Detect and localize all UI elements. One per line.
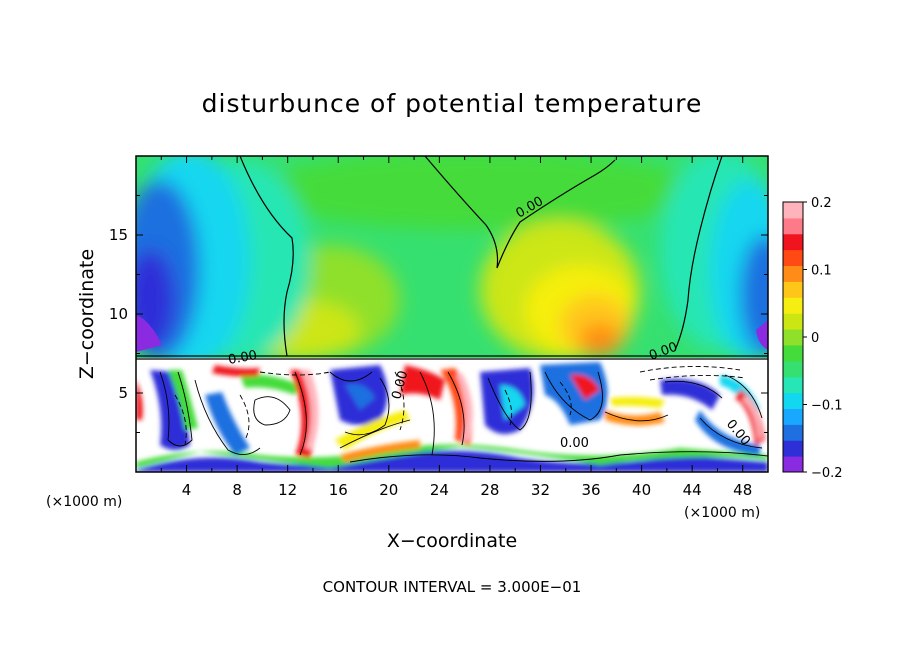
colorbar-swatch bbox=[783, 392, 803, 409]
colorbar-tick-label: −0.2 bbox=[811, 466, 843, 481]
colorbar-tick-label: −0.1 bbox=[811, 399, 843, 414]
contour-lines bbox=[136, 156, 768, 360]
colorbar-swatch bbox=[783, 233, 803, 251]
x-axis-label: X−coordinate bbox=[387, 530, 517, 552]
x-tick-label: 36 bbox=[581, 481, 600, 499]
x-tick-label: 24 bbox=[430, 481, 449, 499]
colorbar-blocks bbox=[783, 202, 803, 473]
colorbar-swatch bbox=[783, 344, 803, 362]
x-tick-label: 40 bbox=[632, 481, 651, 499]
colorbar-tick-label: 0 bbox=[811, 331, 819, 346]
colorbar-tick-label: 0.1 bbox=[811, 264, 832, 279]
field-area: 0.00 0.00 0.00 0.00 0.00 0.00 bbox=[136, 156, 768, 472]
x-tick-label: 12 bbox=[278, 481, 297, 499]
x-tick-label: 16 bbox=[329, 481, 348, 499]
x-tick-label: 28 bbox=[480, 481, 499, 499]
chart-title: disturbunce of potential temperature bbox=[202, 89, 703, 118]
y-axis-label: Z−coordinate bbox=[76, 249, 98, 379]
colorbar-swatch bbox=[783, 376, 803, 394]
x-tick-label: 8 bbox=[232, 481, 242, 499]
colorbar-ticks: 0.2 0.1 0 −0.1 −0.2 bbox=[803, 196, 843, 481]
colorbar-swatch bbox=[783, 408, 803, 425]
colorbar-swatch bbox=[783, 424, 803, 441]
y-tick-label: 10 bbox=[109, 305, 128, 323]
contour-line-zero-right bbox=[674, 156, 723, 351]
contour-label-5: 0.00 bbox=[560, 436, 589, 451]
colorbar-swatch bbox=[783, 265, 803, 282]
x-tick-label: 20 bbox=[379, 481, 398, 499]
colorbar-swatch bbox=[783, 440, 803, 457]
colorbar-swatch bbox=[783, 297, 803, 314]
purple-patch-right bbox=[756, 320, 768, 350]
colorbar-swatch bbox=[783, 217, 803, 235]
contour-lines-lower bbox=[159, 371, 768, 463]
x-tick-label: 4 bbox=[182, 481, 192, 499]
contour-interval-note: CONTOUR INTERVAL = 3.000E−01 bbox=[323, 578, 582, 596]
colorbar-swatch bbox=[783, 249, 803, 267]
colorbar-swatch bbox=[783, 456, 803, 473]
colorbar-tick-label: 0.2 bbox=[811, 196, 832, 211]
upper-field bbox=[136, 156, 768, 370]
purple-patch-left bbox=[136, 315, 162, 352]
x-tick-label: 32 bbox=[531, 481, 550, 499]
x-unit-label-left: (×1000 m) bbox=[46, 494, 122, 510]
y-axis-ticks: 5 10 15 bbox=[109, 195, 768, 433]
colorbar-swatch bbox=[783, 329, 803, 346]
colorbar-swatch bbox=[783, 281, 803, 298]
contour-line-zero-left bbox=[239, 156, 294, 357]
x-tick-label: 44 bbox=[683, 481, 702, 499]
contour-lines-dashed bbox=[174, 365, 746, 446]
x-axis-ticks: 4 8 12 16 20 24 28 32 36 40 44 48 bbox=[160, 156, 752, 499]
colorbar-swatch bbox=[783, 313, 803, 330]
x-unit-label-right: (×1000 m) bbox=[684, 505, 760, 521]
contour-line-zero-center bbox=[424, 156, 616, 269]
colorbar-swatch bbox=[783, 360, 803, 378]
colorbar: 0.2 0.1 0 −0.1 −0.2 bbox=[782, 196, 843, 481]
x-tick-label: 48 bbox=[733, 481, 752, 499]
contour-label-3: 0.00 bbox=[227, 348, 258, 368]
lower-field bbox=[136, 362, 768, 472]
colorbar-swatch bbox=[783, 202, 803, 219]
contour-label-4: 0.00 bbox=[389, 369, 411, 401]
y-tick-label: 15 bbox=[109, 226, 128, 244]
y-tick-label: 5 bbox=[118, 384, 128, 402]
